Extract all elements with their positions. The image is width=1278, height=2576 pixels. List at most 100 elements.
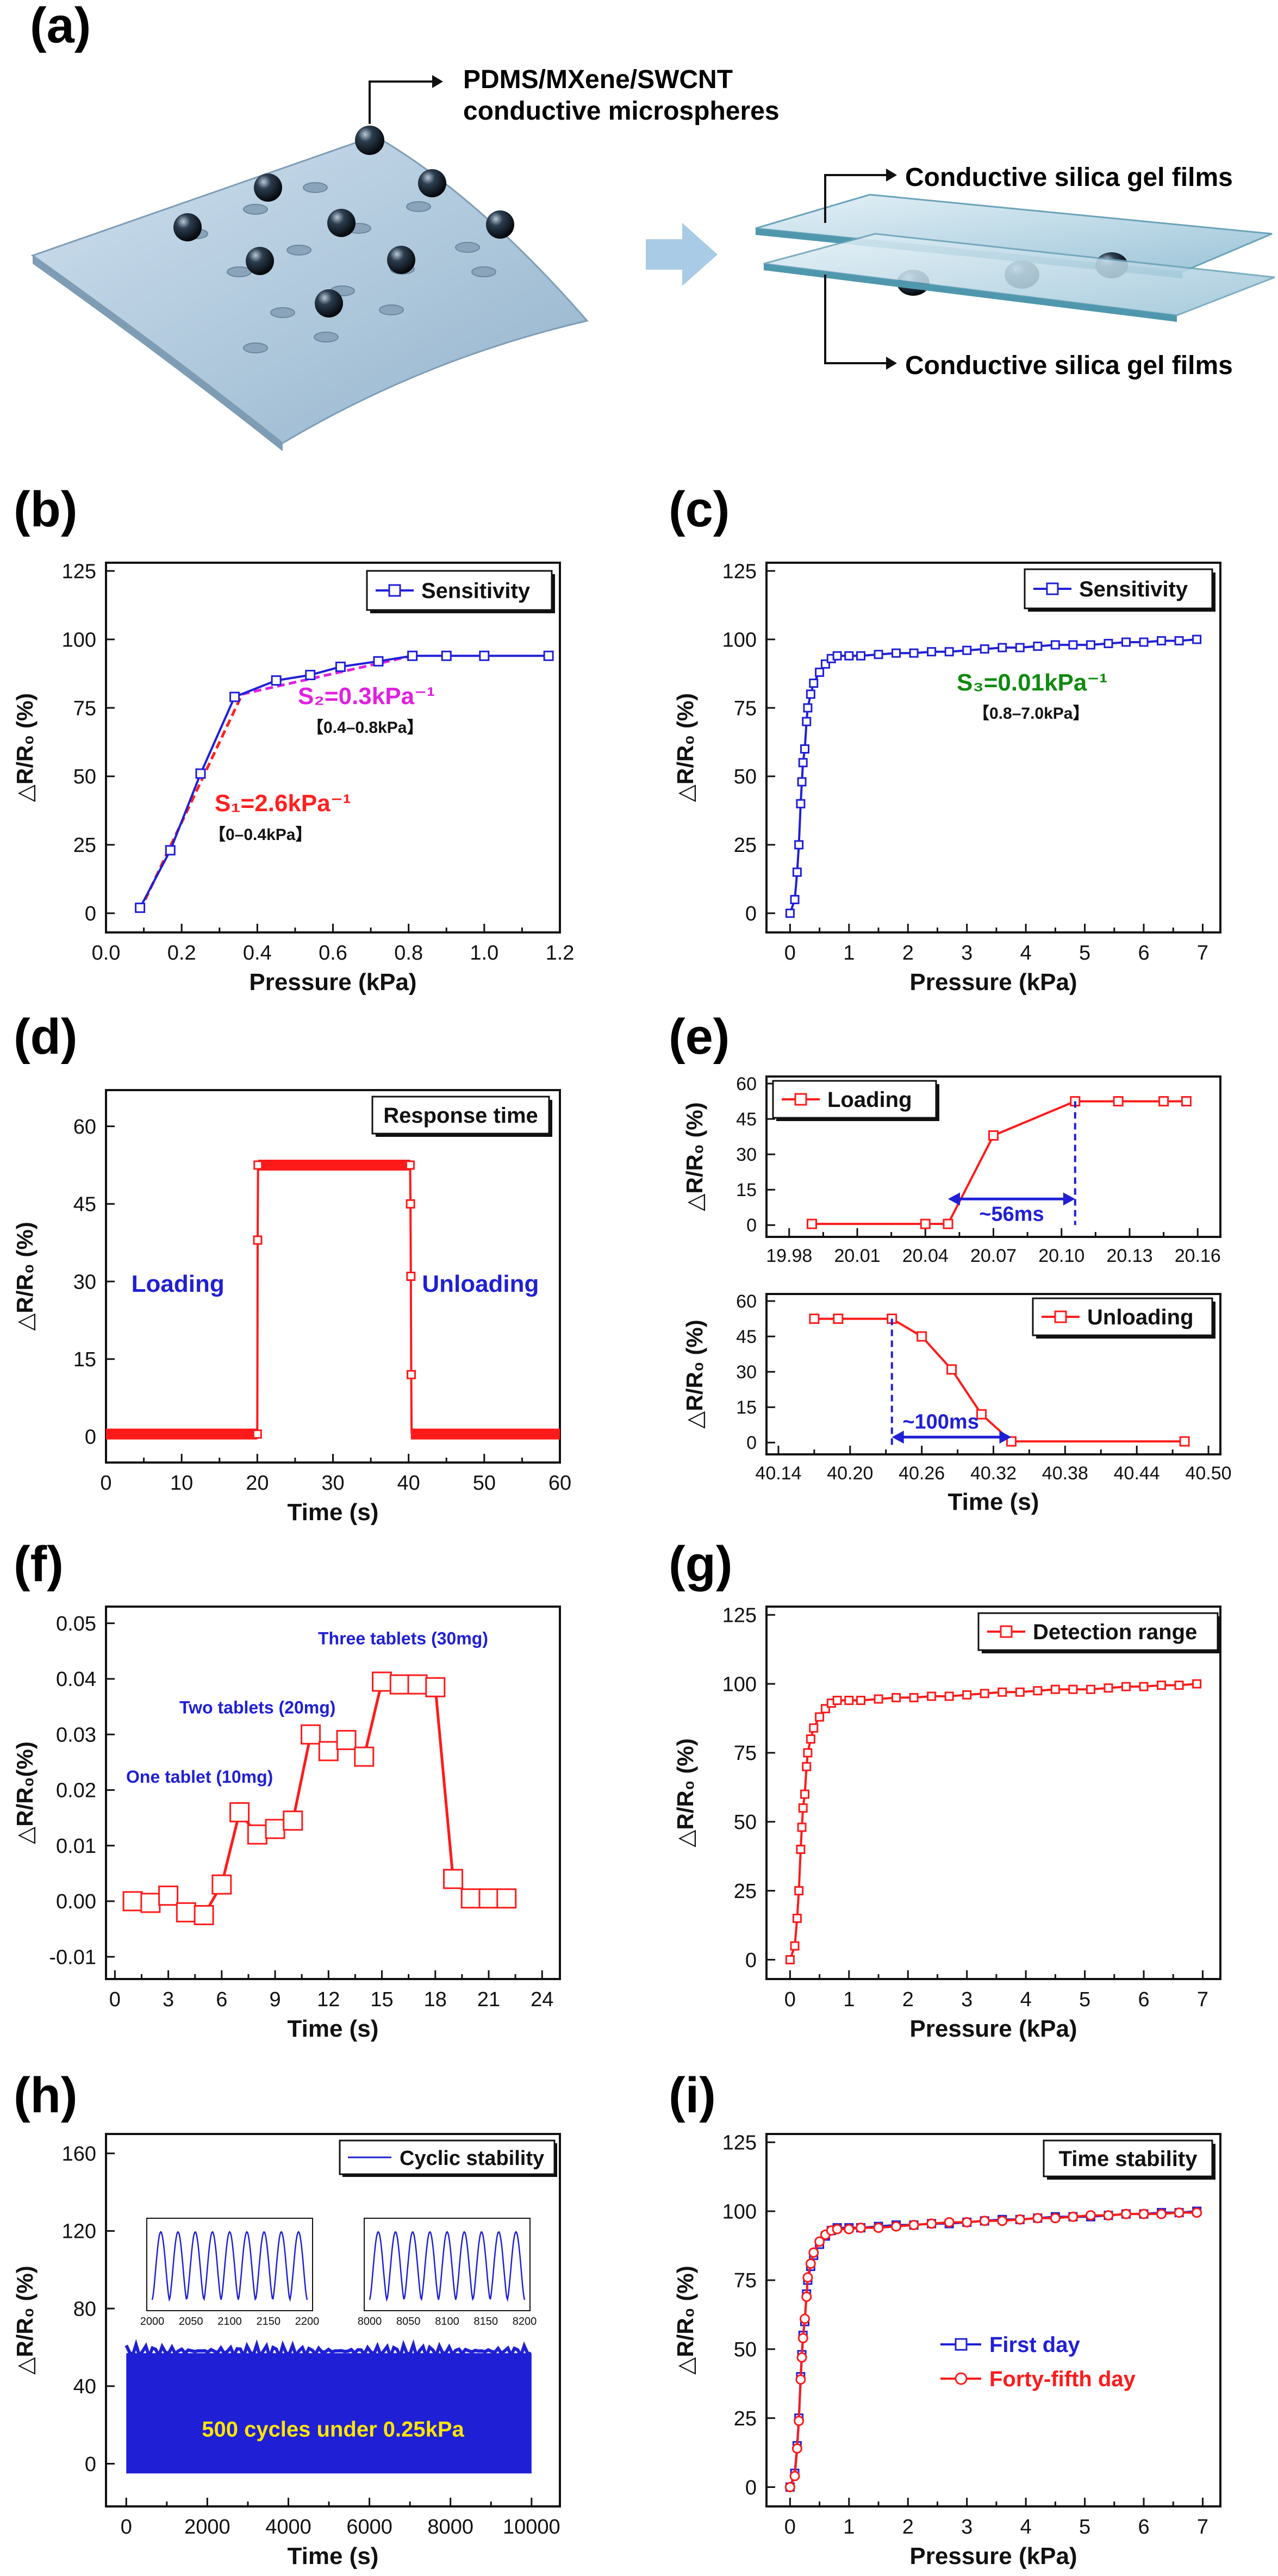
x-tick-label: 30	[321, 1472, 344, 1495]
legend: Response time	[371, 1096, 552, 1137]
data-point	[917, 1331, 927, 1342]
x-tick-label: 12	[317, 1988, 340, 2011]
chart-b: 0.0 0.2 0.4 0.6 0.8 1.0 1.2 0 25 50 75 100 125 Pressu…	[12, 560, 574, 995]
data-point	[1086, 640, 1095, 650]
data-point	[800, 744, 809, 754]
data-point	[796, 799, 806, 808]
data-point	[976, 1409, 987, 1420]
data-point	[797, 1822, 807, 1832]
plot-frame	[765, 2133, 1221, 2507]
x-tick-label: 2	[902, 1988, 914, 2011]
y-tick-label: 50	[734, 1811, 757, 1834]
data-point	[407, 650, 418, 661]
data-point	[271, 675, 282, 686]
x-tick-label: 1.0	[470, 942, 498, 965]
data-point	[1113, 1096, 1124, 1107]
inset-waveform	[151, 2230, 308, 2303]
data-point-forty-fifth-day	[797, 2332, 808, 2343]
arrow-head	[999, 1430, 1012, 1444]
x-tick-label: 40.26	[899, 1463, 945, 1484]
film-label-top: Conductive silica gel films	[905, 163, 1233, 192]
data-point-forty-fifth-day	[814, 2236, 825, 2247]
data-point	[1192, 1679, 1202, 1689]
data-point	[373, 656, 384, 667]
data-point	[305, 670, 316, 681]
y-tick-label: 0.00	[56, 1890, 96, 1913]
x-tick-label: 19.98	[766, 1246, 812, 1266]
x-tick-label: 20.01	[834, 1246, 880, 1266]
x-tick-label: 40	[397, 1472, 420, 1495]
y-tick-label: 50	[73, 766, 96, 788]
inset-tick-label: 2150	[257, 2316, 281, 2328]
x-tick-label: 7	[1197, 942, 1208, 965]
x-tick-label: 3	[961, 1988, 972, 2011]
data-point	[1179, 1436, 1190, 1447]
s1-label: S₁=2.6kPa⁻¹	[215, 790, 351, 817]
legend-marker	[388, 584, 401, 597]
rise-point	[253, 1235, 263, 1245]
y-tick-label: 30	[736, 1144, 757, 1165]
y-tick-label: 25	[734, 1880, 757, 1903]
data-point-forty-fifth-day	[796, 2352, 807, 2363]
plot-frame	[105, 562, 561, 934]
x-tick-label: 4000	[265, 2516, 311, 2538]
x-axis-label: Pressure (kPa)	[909, 969, 1077, 995]
x-tick-label: 0	[109, 1988, 121, 2011]
data-point	[944, 647, 954, 657]
y-tick-label: 0	[745, 903, 757, 925]
x-tick-label: 2000	[184, 2516, 230, 2538]
y-tick-label: 60	[736, 1291, 757, 1312]
inset-tick-label: 2000	[140, 2316, 165, 2328]
data-point	[809, 1723, 819, 1733]
inset-tick-label: 2050	[179, 2316, 203, 2328]
x-tick-label: 0	[100, 1472, 111, 1495]
inset-waveform	[369, 2230, 526, 2303]
data-point	[998, 1687, 1007, 1697]
data-point	[1121, 1682, 1131, 1691]
x-tick-label: 5	[1079, 2516, 1090, 2538]
x-tick-label: 1	[843, 2516, 855, 2538]
x-tick-label: 4	[1020, 1988, 1032, 2011]
data-point	[1157, 1681, 1167, 1690]
data-point	[815, 1712, 825, 1722]
data-point	[336, 1729, 357, 1750]
legend-marker-forty-fifth-day	[955, 2372, 968, 2385]
data-point	[785, 909, 795, 918]
data-point	[909, 1693, 919, 1702]
data-point	[800, 1789, 809, 1799]
data-point	[794, 840, 804, 850]
legend: Unloading	[1032, 1297, 1215, 1339]
y-tick-label: 50	[734, 2338, 757, 2361]
x-tick-label: 0	[784, 2516, 796, 2538]
data-point	[460, 1888, 481, 1909]
legend-label: Time stability	[1059, 2147, 1198, 2171]
y-tick-label: 0.05	[56, 1613, 96, 1635]
series-line	[789, 1683, 1197, 1961]
s3-range-label: 【0.8–7.0kPa】	[973, 705, 1089, 723]
data-point-forty-fifth-day	[1156, 2208, 1167, 2219]
data-point	[1104, 639, 1113, 649]
x-tick-label: 24	[531, 1988, 553, 2011]
rise-edge	[256, 1165, 259, 1434]
x-tick-label: 20.10	[1038, 1246, 1084, 1266]
data-point-forty-fifth-day	[1174, 2207, 1185, 2218]
x-tick-label: 1.2	[546, 942, 575, 965]
x-tick-label: 0.6	[319, 942, 347, 965]
chart-e1: 19.98 20.01 20.04 20.07 20.10 20.13 20.16 0 15 30…	[682, 1074, 1221, 1266]
rise-point	[253, 1160, 263, 1170]
x-axis-label: Time (s)	[948, 1489, 1039, 1515]
y-tick-label: 75	[734, 2269, 757, 2292]
y-tick-label: 125	[722, 560, 757, 583]
y-tick-label: 100	[722, 629, 757, 651]
data-point	[165, 845, 176, 856]
data-point	[496, 1888, 517, 1909]
data-point-forty-fifth-day	[1032, 2213, 1043, 2224]
data-point	[798, 758, 808, 768]
data-point-forty-fifth-day	[844, 2224, 855, 2235]
data-point	[909, 648, 919, 658]
plot-frame	[105, 2133, 561, 2507]
data-point	[479, 650, 490, 661]
microsphere-callout-arrow	[432, 75, 443, 88]
x-tick-label: 50	[473, 1472, 496, 1495]
